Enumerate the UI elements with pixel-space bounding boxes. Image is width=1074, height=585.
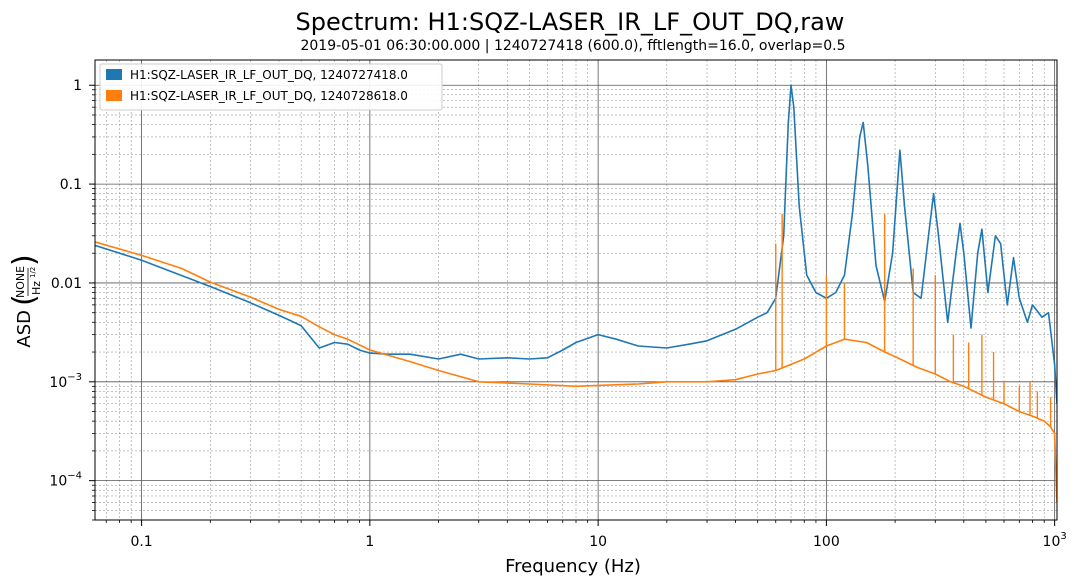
y-axis-unit-numerator: NONE — [14, 266, 27, 298]
series-line-1 — [95, 84, 1057, 404]
legend-box — [99, 63, 443, 111]
legend-label-2: H1:SQZ-LASER_IR_LF_OUT_DQ, 1240728618.0 — [130, 89, 408, 103]
y-tick-label: 10−4 — [49, 471, 82, 490]
y-tick-labels: 1 0.1 0.01 10−3 10−4 — [49, 78, 82, 489]
y-tick-label: 1 — [73, 78, 82, 94]
y-axis-label: ASD ( NONE Hz 1/2 ) — [7, 254, 43, 347]
y-axis-label-text: ASD — [14, 310, 35, 348]
legend-swatch-1 — [106, 69, 122, 80]
y-tick-label: 0.01 — [51, 276, 82, 292]
x-tick-label: 10 — [589, 534, 607, 550]
y-tick-label: 0.1 — [60, 177, 82, 193]
chart-subtitle: 2019-05-01 06:30:00.000 | 1240727418 (60… — [300, 38, 845, 54]
y-axis-label-paren-right: ) — [7, 254, 42, 266]
y-axis-unit-denominator: Hz — [30, 281, 43, 295]
x-tick-label: 103 — [1043, 531, 1067, 550]
x-tick-labels: 0.1 1 10 100 103 — [130, 531, 1066, 550]
x-tick-label: 0.1 — [130, 534, 152, 550]
chart-title: Spectrum: H1:SQZ-LASER_IR_LF_OUT_DQ,raw — [296, 8, 845, 36]
grid-minor — [95, 60, 1057, 521]
legend: H1:SQZ-LASER_IR_LF_OUT_DQ, 1240727418.0 … — [99, 63, 443, 111]
x-tick-label: 100 — [813, 534, 840, 550]
legend-label-1: H1:SQZ-LASER_IR_LF_OUT_DQ, 1240727418.0 — [130, 68, 408, 82]
y-axis-label-paren-left: ( — [7, 294, 42, 306]
series-layer — [95, 84, 1057, 503]
y-axis-unit-exponent: 1/2 — [29, 267, 37, 278]
tick-marks — [89, 84, 1056, 526]
y-tick-label: 10−3 — [49, 372, 82, 391]
legend-swatch-2 — [106, 90, 122, 101]
x-axis-label: Frequency (Hz) — [505, 556, 641, 577]
series-line-2 — [95, 241, 1057, 503]
x-tick-label: 1 — [365, 534, 374, 550]
